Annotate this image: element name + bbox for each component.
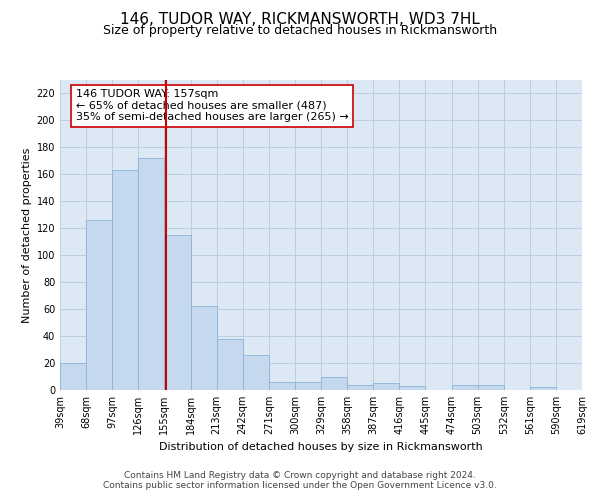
Bar (217, 339, 243, 390)
Bar (347, 384, 373, 390)
Bar (452, 384, 478, 390)
Text: Contains public sector information licensed under the Open Government Licence v3: Contains public sector information licen… (103, 480, 497, 490)
Text: 146, TUDOR WAY, RICKMANSWORTH, WD3 7HL: 146, TUDOR WAY, RICKMANSWORTH, WD3 7HL (120, 12, 480, 28)
Text: Contains HM Land Registry data © Crown copyright and database right 2024.: Contains HM Land Registry data © Crown c… (124, 472, 476, 480)
Bar (269, 382, 295, 390)
Bar (86, 220, 112, 390)
Y-axis label: Number of detached properties: Number of detached properties (22, 148, 32, 322)
Bar (112, 170, 139, 390)
Bar (164, 235, 191, 390)
Text: Distribution of detached houses by size in Rickmansworth: Distribution of detached houses by size … (159, 442, 483, 452)
Text: 146 TUDOR WAY: 157sqm
← 65% of detached houses are smaller (487)
35% of semi-det: 146 TUDOR WAY: 157sqm ← 65% of detached … (76, 90, 349, 122)
Bar (530, 388, 556, 390)
Bar (373, 384, 400, 390)
Bar (60, 363, 86, 390)
Bar (243, 355, 269, 390)
Bar (139, 158, 164, 390)
Bar (400, 386, 425, 390)
Bar (321, 376, 347, 390)
Bar (478, 384, 504, 390)
Text: Size of property relative to detached houses in Rickmansworth: Size of property relative to detached ho… (103, 24, 497, 37)
Bar (295, 382, 321, 390)
Bar (191, 306, 217, 390)
